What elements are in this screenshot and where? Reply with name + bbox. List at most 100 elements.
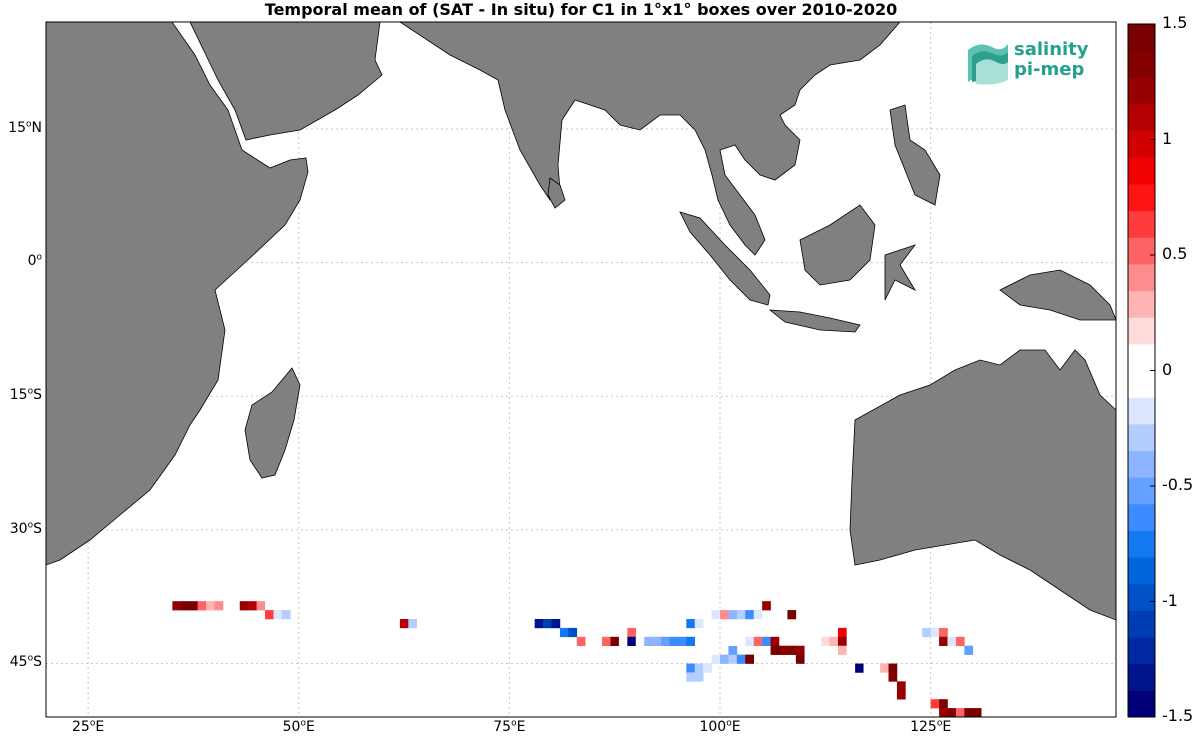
land-madagascar [244,367,301,479]
land-layer [46,22,1116,621]
data-cell [703,663,712,673]
latitude-tick-label: 15oS [9,386,42,403]
longitude-tick-label: 50oE [282,718,315,735]
data-cell [256,601,266,611]
data-cell [787,645,797,655]
latitude-tick-label: 45oS [9,653,42,671]
colorbar-segment [1128,263,1155,292]
data-cell [880,663,889,673]
colorbar-segment [1128,210,1155,238]
data-cell [197,601,207,611]
data-cell [888,663,898,673]
colorbar-segment [1128,663,1155,691]
colorbar-segment [1128,103,1155,132]
data-cell [720,610,729,620]
data-cell [837,645,847,655]
data-cell [854,663,864,673]
data-cell [795,654,805,664]
land-sri-lanka [547,177,566,209]
map-title: Temporal mean of (SAT - In situ) for C1 … [264,0,898,19]
land-australia [849,349,1116,621]
colorbar-segment [1128,130,1155,158]
data-cell [939,636,948,647]
colorbar-tick-label: 0.5 [1162,244,1188,263]
data-cell [972,708,982,717]
data-cell [644,636,653,647]
data-cell [947,708,957,717]
waves-logo-icon [968,44,1008,85]
data-cell [728,654,738,664]
data-cell [955,708,965,717]
data-cell [846,663,856,673]
colorbar-tick-label: 1 [1162,128,1173,148]
colorbar-segment [1128,317,1155,345]
data-cell [652,636,662,647]
data-cell [753,610,763,620]
data-cell [939,699,948,709]
data-cell [812,645,822,655]
data-cell [922,627,931,638]
data-cell [964,645,974,655]
data-cell [602,636,611,647]
data-cell [189,601,198,611]
data-cell [686,663,696,673]
colorbar-segment [1128,637,1155,665]
data-cell [711,654,721,664]
data-cell [576,636,586,647]
latitude-tick-label: 0o [27,252,42,270]
colorbar-segment [1128,557,1155,585]
colorbar-segment [1128,24,1155,52]
map-frame [45,21,1117,718]
data-cell [239,601,249,611]
data-cell [745,654,755,664]
data-cell [248,601,257,611]
data-cell [627,627,637,638]
data-cell [694,618,704,629]
data-cell [728,610,738,620]
data-cell [762,601,771,611]
data-cell [728,645,738,655]
data-cell [281,610,291,620]
data-cell [955,636,965,647]
data-cell [399,618,409,629]
data-cell [770,636,780,647]
data-cell [896,690,906,700]
colorbar-segment [1128,690,1155,718]
data-cell [896,681,906,691]
colorbar-segment [1128,477,1155,505]
colorbar-segment [1128,530,1155,558]
colorbar-segment [1128,77,1155,105]
logo-line-1: salinity [1014,39,1089,60]
data-cell [214,601,224,611]
colorbar-segment [1128,157,1155,185]
longitude-tick-label: 75oE [493,718,526,735]
data-cell [964,708,974,717]
latitude-tick-label: 30oS [9,519,42,537]
data-cell [837,636,847,647]
data-cell [930,627,940,638]
colorbar-tick-label: -1.5 [1162,706,1194,725]
colorbar-segment [1128,370,1155,398]
data-cell [677,636,687,647]
data-cell [947,636,957,647]
data-cell [610,636,620,647]
data-cell [408,618,418,629]
land-sulawesi [884,244,917,301]
colorbar-segment [1128,343,1155,371]
data-cell [778,645,788,655]
land-philippines [889,104,941,206]
data-cell [559,627,569,638]
data-cell [273,610,283,620]
land-sumatra [679,211,771,306]
data-cell [829,636,839,647]
data-cell [939,708,948,717]
latitude-tick-label: 15oN [8,118,42,136]
land-africa [46,22,309,566]
data-cell [930,699,940,709]
colorbar-segment [1128,610,1155,638]
colorbar-segment [1128,423,1155,451]
data-cell [745,610,755,620]
data-cell [837,627,847,638]
data-cell [939,627,948,638]
